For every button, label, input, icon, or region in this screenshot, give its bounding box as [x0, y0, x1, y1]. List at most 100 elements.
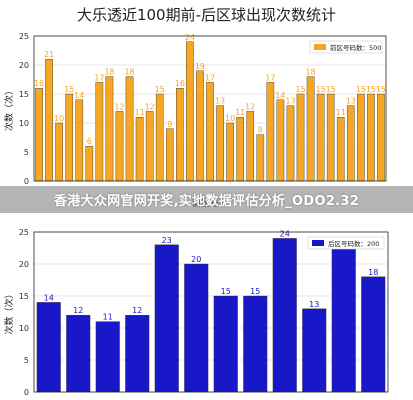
data-label: 16: [34, 79, 44, 88]
watermark-banner: [0, 186, 413, 213]
data-label: 15: [326, 85, 336, 94]
data-label: 13: [309, 300, 319, 309]
data-label: 19: [195, 62, 205, 71]
bar: [65, 93, 74, 182]
y-tick-label: 15: [19, 292, 29, 301]
data-label: 15: [250, 287, 260, 296]
bar: [184, 263, 209, 393]
bar: [226, 122, 234, 182]
y-tick-label: 20: [19, 61, 29, 70]
data-label: 11: [235, 108, 245, 117]
data-label: 13: [285, 97, 295, 106]
bar: [176, 87, 184, 182]
data-label: 17: [205, 73, 215, 82]
chart-panel-0: 0510152025162110151461718121811121591624…: [3, 32, 387, 209]
bar: [165, 128, 174, 182]
y-tick-label: 5: [24, 356, 29, 365]
bar: [85, 145, 94, 182]
data-label: 18: [368, 268, 378, 277]
bar: [357, 93, 365, 182]
bar: [276, 99, 285, 182]
bar: [326, 93, 335, 182]
bar: [346, 105, 355, 182]
data-label: 11: [103, 313, 113, 322]
bar: [377, 93, 385, 182]
y-tick-label: 25: [19, 32, 29, 41]
bar: [35, 87, 43, 182]
data-label: 13: [346, 97, 356, 106]
bar: [306, 76, 315, 182]
bar: [243, 295, 268, 393]
data-label: 13: [215, 97, 225, 106]
y-tick-label: 10: [19, 119, 29, 128]
y-tick-label: 20: [19, 260, 29, 269]
data-label: 24: [185, 33, 195, 42]
bar: [256, 134, 265, 182]
data-label: 18: [104, 68, 114, 77]
data-label: 15: [155, 85, 165, 94]
data-label: 12: [145, 102, 155, 111]
data-label: 14: [44, 293, 54, 302]
data-label: 15: [64, 85, 74, 94]
data-label: 15: [295, 85, 305, 94]
bar: [296, 93, 305, 182]
data-label: 8: [258, 126, 263, 135]
bar: [186, 41, 194, 182]
bar: [213, 295, 238, 393]
data-label: 14: [74, 91, 84, 100]
bar: [95, 82, 104, 182]
legend-label: 后区号码数：200: [328, 239, 379, 248]
data-label: 12: [245, 102, 255, 111]
bar: [125, 315, 150, 393]
bar: [95, 321, 120, 393]
bar: [154, 244, 179, 393]
bar: [45, 59, 53, 182]
bar: [145, 111, 154, 182]
legend-box: [309, 40, 383, 54]
bar: [361, 276, 386, 393]
legend-box: [307, 236, 385, 250]
bar: [105, 76, 114, 182]
chart-title: 大乐透近100期前-后区球出现次数统计: [76, 6, 337, 24]
data-label: 12: [132, 306, 142, 315]
bar: [135, 116, 144, 182]
data-label: 23: [162, 236, 172, 245]
chart-panel-1: 0510152025141211122320151524132318次数（次）后…: [3, 228, 389, 397]
bar: [266, 82, 275, 182]
data-label: 15: [221, 287, 231, 296]
y-tick-label: 5: [24, 148, 29, 157]
bar: [115, 111, 124, 182]
data-label: 15: [356, 85, 366, 94]
legend-swatch: [312, 240, 324, 246]
bar: [55, 122, 63, 182]
plot-frame: [33, 231, 389, 393]
bar: [206, 82, 214, 182]
y-tick-label: 0: [24, 388, 29, 397]
y-tick-label: 10: [19, 324, 29, 333]
data-label: 6: [87, 137, 92, 146]
data-label: 20: [191, 255, 201, 264]
bar: [286, 105, 295, 182]
bar: [66, 315, 91, 393]
data-label: 15: [316, 85, 326, 94]
data-label: 18: [305, 68, 315, 77]
bar: [367, 93, 375, 182]
data-label: 16: [175, 79, 185, 88]
data-label: 17: [265, 73, 275, 82]
bar: [236, 116, 244, 182]
bar: [36, 302, 61, 393]
data-label: 14: [275, 91, 285, 100]
y-axis-label: 次数（次）: [3, 86, 15, 131]
data-label: 10: [225, 114, 235, 123]
data-label: 17: [94, 73, 104, 82]
legend-swatch: [314, 44, 326, 50]
y-tick-label: 0: [24, 177, 29, 186]
y-tick-label: 15: [19, 90, 29, 99]
plot-frame: [33, 35, 387, 182]
bar: [125, 76, 134, 182]
bar: [75, 99, 84, 182]
bar: [336, 116, 345, 182]
data-label: 21: [44, 50, 54, 59]
bar: [246, 111, 255, 182]
